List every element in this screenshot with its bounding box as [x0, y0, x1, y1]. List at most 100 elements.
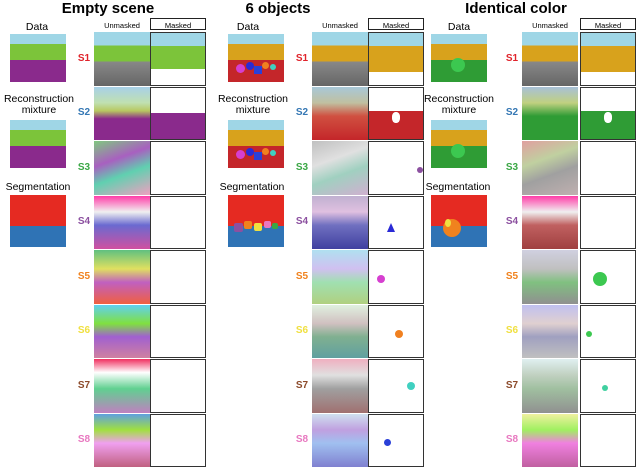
masked-header-box — [150, 18, 206, 30]
recon-image — [10, 120, 66, 168]
unmasked-header: Unmasked — [322, 21, 358, 30]
masked-slot-s8 — [580, 413, 636, 467]
masked-slot-s6 — [580, 304, 636, 358]
masked-slot-s2 — [580, 86, 636, 140]
data-image — [228, 34, 284, 82]
slot-label-s6: S6 — [505, 325, 519, 337]
masked-slot-s8 — [368, 413, 424, 467]
unmasked-slot-s2 — [312, 86, 368, 140]
masked-header: Masked — [164, 21, 192, 30]
masked-slot-s5 — [150, 250, 206, 304]
slot-label-s5: S5 — [77, 270, 91, 282]
slot-label-s6: S6 — [295, 325, 309, 337]
masked-slot-s2 — [150, 86, 206, 140]
masked-slot-s1 — [368, 32, 424, 86]
masked-slot-s2 — [368, 86, 424, 140]
slot-label-s8: S8 — [77, 434, 91, 446]
segmentation-label: Segmentation — [425, 181, 491, 193]
object-1 — [451, 58, 465, 72]
unmasked-slot-s5 — [522, 250, 578, 304]
slot-label-s1: S1 — [295, 52, 309, 64]
masked-header-box — [368, 18, 424, 30]
slot-label-s5: S5 — [295, 270, 309, 282]
data-label: Data — [447, 21, 471, 33]
unmasked-header: Unmasked — [104, 21, 140, 30]
panel-title: Empty scene — [61, 0, 155, 17]
slot-label-s2: S2 — [295, 107, 309, 119]
panel-title: Identical color — [465, 0, 567, 17]
slot-label-s4: S4 — [77, 216, 91, 228]
slot-label-s6: S6 — [77, 325, 91, 337]
unmasked-slot-s3 — [312, 141, 368, 195]
masked-header: Masked — [382, 21, 410, 30]
segmentation-label: Segmentation — [219, 181, 285, 193]
slot-label-s5: S5 — [505, 270, 519, 282]
masked-slot-s8 — [150, 413, 206, 467]
slot-label-s7: S7 — [505, 379, 519, 391]
unmasked-slot-s2 — [522, 86, 578, 140]
unmasked-slot-s7 — [312, 359, 368, 413]
slot-label-s8: S8 — [295, 434, 309, 446]
unmasked-slot-s7 — [522, 359, 578, 413]
unmasked-slot-s1 — [522, 32, 578, 86]
unmasked-slot-s3 — [522, 141, 578, 195]
masked-slot-s5 — [580, 250, 636, 304]
masked-slot-s7 — [580, 359, 636, 413]
object-5 — [270, 64, 276, 70]
unmasked-slot-s3 — [94, 141, 150, 195]
recon-image — [431, 120, 487, 168]
masked-slot-s4 — [580, 195, 636, 249]
data-image — [10, 34, 66, 82]
panel-title: 6 objects — [245, 0, 311, 17]
slot-label-s2: S2 — [77, 107, 91, 119]
data-image — [431, 34, 487, 82]
recon-label: Reconstruction mixture — [217, 93, 289, 116]
unmasked-slot-s8 — [522, 413, 578, 467]
unmasked-slot-s2 — [94, 86, 150, 140]
masked-slot-s6 — [368, 304, 424, 358]
object-2 — [246, 62, 254, 70]
masked-header-box — [580, 18, 636, 30]
unmasked-slot-s6 — [312, 304, 368, 358]
object-1 — [236, 64, 245, 73]
masked-slot-s5 — [368, 250, 424, 304]
masked-slot-s1 — [580, 32, 636, 86]
unmasked-slot-s8 — [312, 413, 368, 467]
panel-empty-scene: Empty scene Data Reconstruction mixture … — [0, 0, 210, 472]
recon-label: Reconstruction mixture — [423, 93, 495, 116]
segmentation-image — [431, 195, 487, 247]
masked-slot-s4 — [150, 195, 206, 249]
unmasked-slot-s7 — [94, 359, 150, 413]
masked-slot-s3 — [368, 141, 424, 195]
masked-slot-s1 — [150, 32, 206, 86]
unmasked-slot-s6 — [522, 304, 578, 358]
slot-label-s3: S3 — [77, 161, 91, 173]
object-3 — [254, 66, 262, 74]
masked-slot-s7 — [368, 359, 424, 413]
segmentation-image — [10, 195, 66, 247]
panel-identical-color: Identical color Data Reconstruction mixt… — [424, 0, 640, 472]
slot-label-s3: S3 — [505, 161, 519, 173]
unmasked-slot-s4 — [312, 195, 368, 249]
unmasked-slot-s1 — [94, 32, 150, 86]
unmasked-header: Unmasked — [532, 21, 568, 30]
slot-label-s3: S3 — [295, 161, 309, 173]
unmasked-slot-s1 — [312, 32, 368, 86]
slot-label-s1: S1 — [505, 52, 519, 64]
object-4 — [262, 62, 269, 69]
masked-slot-s3 — [580, 141, 636, 195]
segmentation-label: Segmentation — [5, 181, 71, 193]
slot-label-s1: S1 — [77, 52, 91, 64]
unmasked-slot-s4 — [522, 195, 578, 249]
unmasked-slot-s6 — [94, 304, 150, 358]
masked-header: Masked — [594, 21, 622, 30]
slot-label-s7: S7 — [77, 379, 91, 391]
panel-6-objects: 6 objects Data Reconstruction mixture Se… — [218, 0, 428, 472]
slot-label-s4: S4 — [505, 216, 519, 228]
masked-slot-s7 — [150, 359, 206, 413]
slot-label-s8: S8 — [505, 434, 519, 446]
recon-image — [228, 120, 284, 168]
slot-label-s7: S7 — [295, 379, 309, 391]
unmasked-slot-s8 — [94, 413, 150, 467]
data-label: Data — [236, 21, 260, 33]
